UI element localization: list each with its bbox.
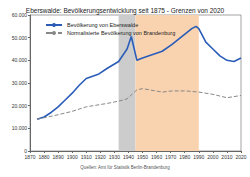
svg-text:1920: 1920 (95, 154, 106, 160)
svg-text:60.000: 60.000 (11, 12, 27, 18)
svg-text:Normalisierte Bevölkerung von: Normalisierte Bevölkerung von Brandenbur… (67, 30, 175, 36)
svg-text:0: 0 (24, 148, 27, 154)
svg-text:Quellen: Amt für Statistik Ber: Quellen: Amt für Statistik Berlin-Brande… (80, 165, 170, 170)
svg-text:2020: 2020 (235, 154, 246, 160)
svg-text:20.000: 20.000 (12, 103, 28, 109)
svg-text:1890: 1890 (53, 154, 64, 160)
svg-text:Bevölkerung von Eberswalde: Bevölkerung von Eberswalde (67, 22, 138, 28)
svg-text:50.000: 50.000 (12, 35, 28, 41)
svg-text:1910: 1910 (81, 154, 92, 160)
svg-text:10.000: 10.000 (12, 125, 28, 131)
svg-text:1950: 1950 (137, 154, 148, 160)
svg-text:1900: 1900 (67, 154, 78, 160)
svg-text:1940: 1940 (123, 154, 134, 160)
svg-text:30.000: 30.000 (12, 80, 28, 86)
svg-text:2010: 2010 (221, 154, 232, 160)
svg-text:1980: 1980 (179, 154, 190, 160)
svg-text:1990: 1990 (193, 154, 204, 160)
svg-text:2000: 2000 (207, 154, 218, 160)
svg-text:1930: 1930 (109, 154, 120, 160)
svg-text:40.000: 40.000 (12, 57, 28, 63)
svg-text:1960: 1960 (151, 154, 162, 160)
svg-text:1970: 1970 (165, 154, 176, 160)
svg-text:Eberswalde: Bevölkerungsentwic: Eberswalde: Bevölkerungsentwicklung seit… (26, 7, 225, 15)
svg-text:1870: 1870 (24, 154, 35, 160)
svg-text:1880: 1880 (39, 154, 50, 160)
